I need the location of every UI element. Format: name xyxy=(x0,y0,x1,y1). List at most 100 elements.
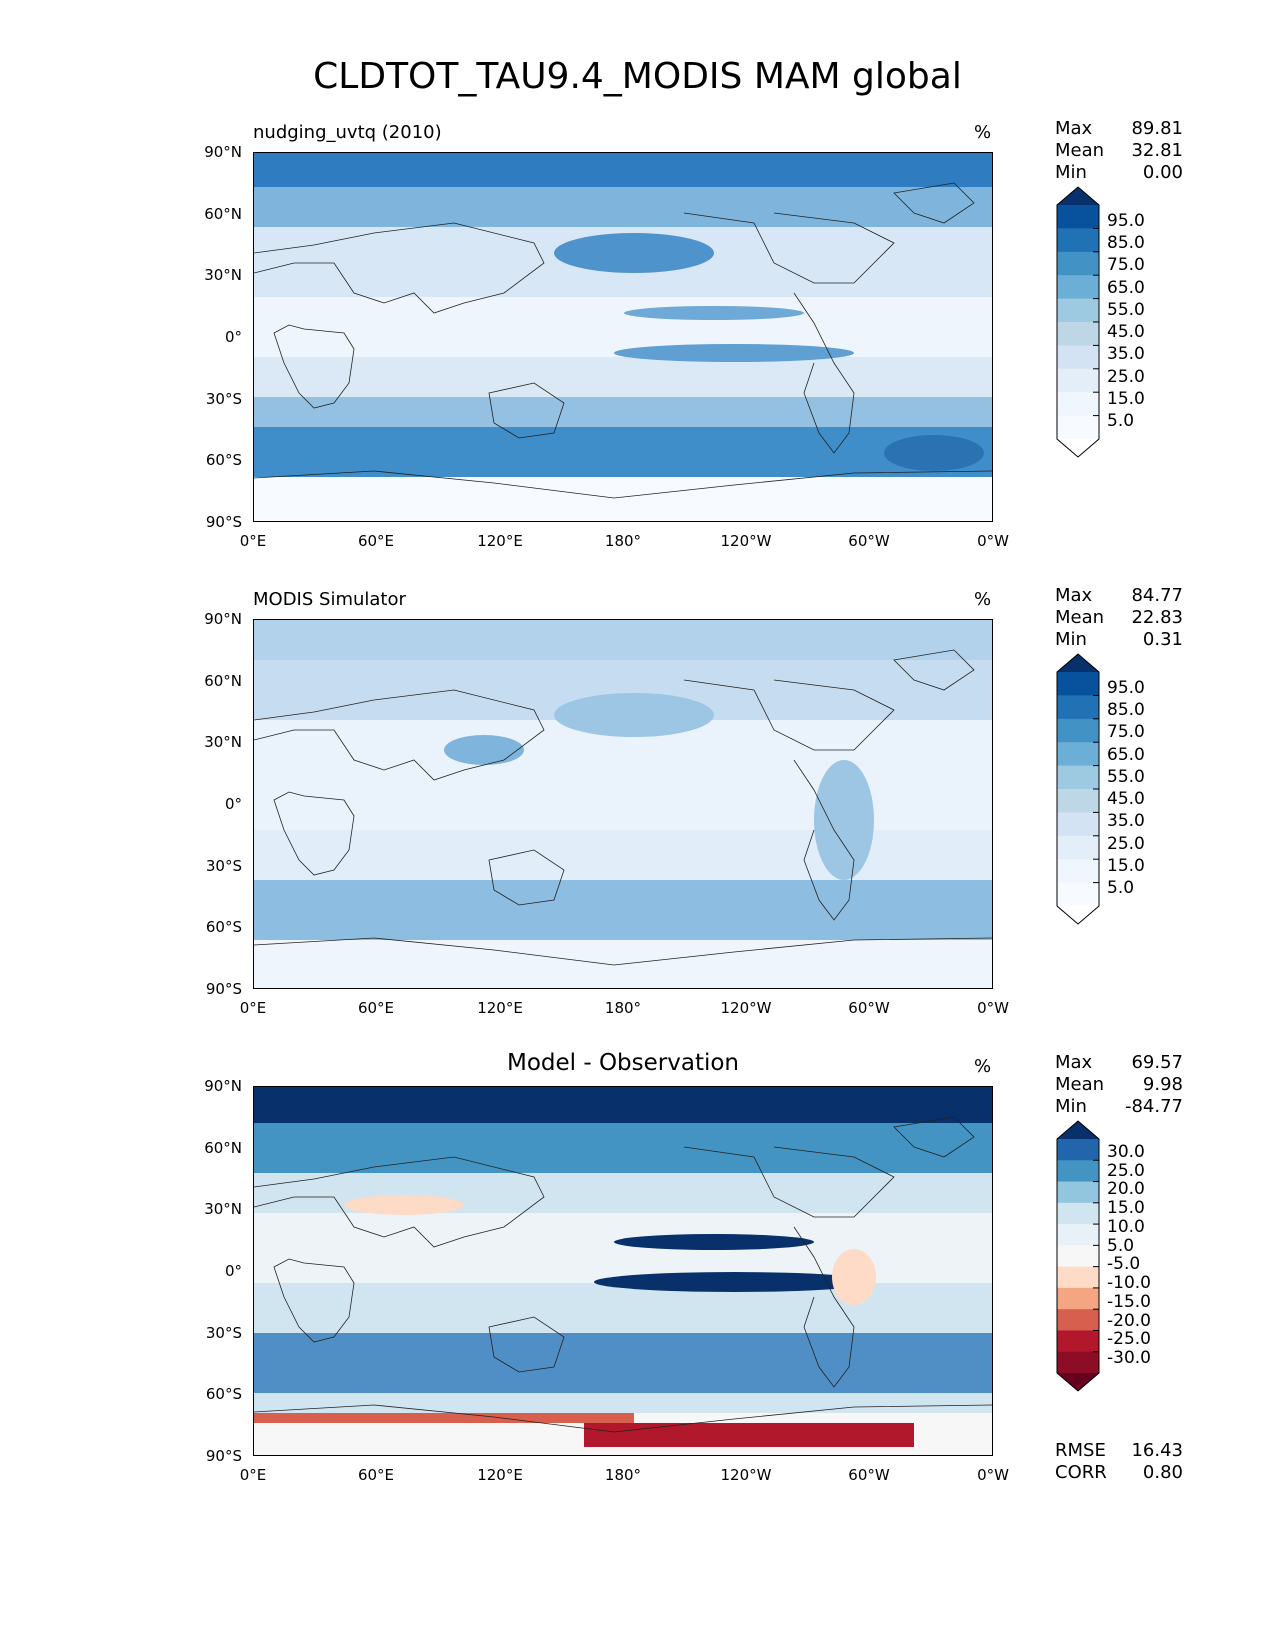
colorbar-segment xyxy=(1057,742,1099,767)
stat-label: Mean xyxy=(1055,607,1105,628)
units-label: % xyxy=(974,1056,992,1077)
stat-label: Min xyxy=(1055,1096,1087,1117)
colorbar-segment xyxy=(1057,1202,1099,1225)
colorbar-label: 25.0 xyxy=(1107,833,1145,854)
lat-tick: 30°N xyxy=(204,266,242,284)
colorbar-label: -20.0 xyxy=(1107,1310,1151,1331)
lat-tick: 0° xyxy=(224,795,242,813)
lat-tick: 60°S xyxy=(205,918,242,936)
lat-tick: 90°S xyxy=(205,980,242,998)
stat-label: Min xyxy=(1055,162,1087,183)
colorbar-segment xyxy=(1057,322,1099,346)
stat-label: RMSE xyxy=(1055,1440,1106,1461)
lon-tick: 60°W xyxy=(848,1466,890,1484)
colorbar-label: -25.0 xyxy=(1107,1329,1151,1350)
lon-tick: 60°E xyxy=(357,999,395,1017)
colorbar-label: 75.0 xyxy=(1107,255,1145,276)
colorbar-label: 95.0 xyxy=(1107,677,1145,698)
lat-tick: 30°N xyxy=(204,733,242,751)
colorbar-segment xyxy=(1057,1139,1099,1161)
lat-tick: 30°S xyxy=(205,857,242,875)
stat-label: Max xyxy=(1055,1052,1093,1073)
map-difference xyxy=(253,1086,993,1456)
colorbar-label: 85.0 xyxy=(1107,233,1145,253)
lat-tick: 30°S xyxy=(205,1324,242,1342)
colorbar-outline xyxy=(1056,186,1100,458)
colorbar-segment xyxy=(1057,765,1099,790)
colorbar-segment xyxy=(1057,228,1099,253)
colorbar-segment xyxy=(1057,1330,1099,1353)
colorbar-extend-max xyxy=(1057,654,1099,672)
lat-tick: 90°N xyxy=(204,143,242,161)
colorbar-segment xyxy=(1057,275,1099,300)
lon-tick: 0°W xyxy=(977,1466,1009,1484)
colorbar-segment xyxy=(1057,1224,1099,1246)
colorbar-label: 85.0 xyxy=(1107,700,1145,720)
colorbar-segment xyxy=(1057,1309,1099,1331)
colorbar-segment xyxy=(1057,205,1099,229)
colorbar-extend-min xyxy=(1057,906,1099,924)
colorbar-label: 55.0 xyxy=(1107,299,1145,320)
panel-title: MODIS Simulator xyxy=(253,589,406,610)
lat-tick: 90°S xyxy=(205,513,242,531)
colorbar-segment xyxy=(1057,1181,1099,1204)
lon-tick: 120°E xyxy=(477,1466,523,1484)
colorbar: 30.0 25.0 20.0 15.0 10.0 5.0 -5.0 -10.0 -15.0 -20… xyxy=(1055,1120,1151,1396)
stat-label: Max xyxy=(1055,585,1093,606)
colorbar-label: -15.0 xyxy=(1107,1291,1151,1312)
stat-min: -84.77 xyxy=(1124,1096,1183,1117)
colorbar-extend-min xyxy=(1057,439,1099,457)
lat-tick: 0° xyxy=(224,328,242,346)
colorbar-label: 20.0 xyxy=(1107,1179,1145,1200)
map-observation xyxy=(253,619,993,989)
colorbar-segment xyxy=(1057,1266,1099,1289)
colorbar-segment xyxy=(1057,882,1099,907)
panel-observation: MODIS Simulator % 90°N 60°N 3 xyxy=(0,585,1275,1029)
colorbar-segment xyxy=(1057,1287,1099,1310)
colorbar-outline xyxy=(1056,653,1100,925)
colorbar-label: 45.0 xyxy=(1107,789,1145,810)
units-label: % xyxy=(974,589,992,610)
panel-title: nudging_uvtq (2010) xyxy=(253,122,442,143)
stats-box: Max 69.57 Mean 9.98 Min -84.77 xyxy=(1055,1052,1183,1118)
stat-corr: 0.80 xyxy=(1142,1462,1183,1483)
lon-tick: 0°E xyxy=(239,532,267,550)
colorbar-label: 75.0 xyxy=(1107,722,1145,743)
panel-difference: Model - Observation % xyxy=(0,1050,1275,1496)
colorbar-label: 5.0 xyxy=(1107,1235,1135,1256)
stats-box: Max 89.81 Mean 32.81 Min 0.00 xyxy=(1055,118,1183,184)
lat-tick: 90°N xyxy=(204,1077,242,1095)
stat-label: Mean xyxy=(1055,1074,1105,1095)
colorbar-segment xyxy=(1057,812,1099,837)
colorbar-outline xyxy=(1056,1120,1100,1392)
colorbar-graphic xyxy=(1056,653,1100,925)
colorbar-segment xyxy=(1057,392,1099,417)
stat-mean: 9.98 xyxy=(1142,1074,1183,1095)
colorbar-label: 30.0 xyxy=(1107,1142,1145,1163)
colorbar-segment xyxy=(1057,1245,1099,1268)
lon-tick: 180° xyxy=(604,532,642,550)
colorbar: 95.0 85.0 75.0 65.0 55.0 45.0 35.0 25.0 15.0 5.0 xyxy=(1055,653,1145,929)
lon-tick: 60°E xyxy=(357,532,395,550)
colorbar-label: 15.0 xyxy=(1107,389,1145,409)
lon-tick: 60°E xyxy=(357,1466,395,1484)
colorbar-label: 45.0 xyxy=(1107,322,1145,343)
lon-tick: 120°W xyxy=(720,532,772,550)
colorbar-label: 95.0 xyxy=(1107,210,1145,231)
colorbar-segment xyxy=(1057,345,1099,370)
colorbar-graphic xyxy=(1056,1120,1100,1392)
colorbar-label: 65.0 xyxy=(1107,277,1145,298)
lon-tick: 120°E xyxy=(477,999,523,1017)
colorbar-label: -10.0 xyxy=(1107,1273,1151,1294)
lat-tick: 60°N xyxy=(204,205,242,223)
colorbar-label: 25.0 xyxy=(1107,366,1145,387)
stat-min: 0.00 xyxy=(1142,162,1183,183)
lat-tick: 60°N xyxy=(204,1139,242,1157)
colorbar-segment xyxy=(1057,789,1099,813)
colorbar-label: 25.0 xyxy=(1107,1160,1145,1181)
colorbar-segment xyxy=(1057,1160,1099,1183)
colorbar-segment xyxy=(1057,368,1099,393)
colorbar-graphic xyxy=(1056,186,1100,458)
stat-rmse: 16.43 xyxy=(1131,1440,1183,1461)
stat-label: Mean xyxy=(1055,140,1105,161)
